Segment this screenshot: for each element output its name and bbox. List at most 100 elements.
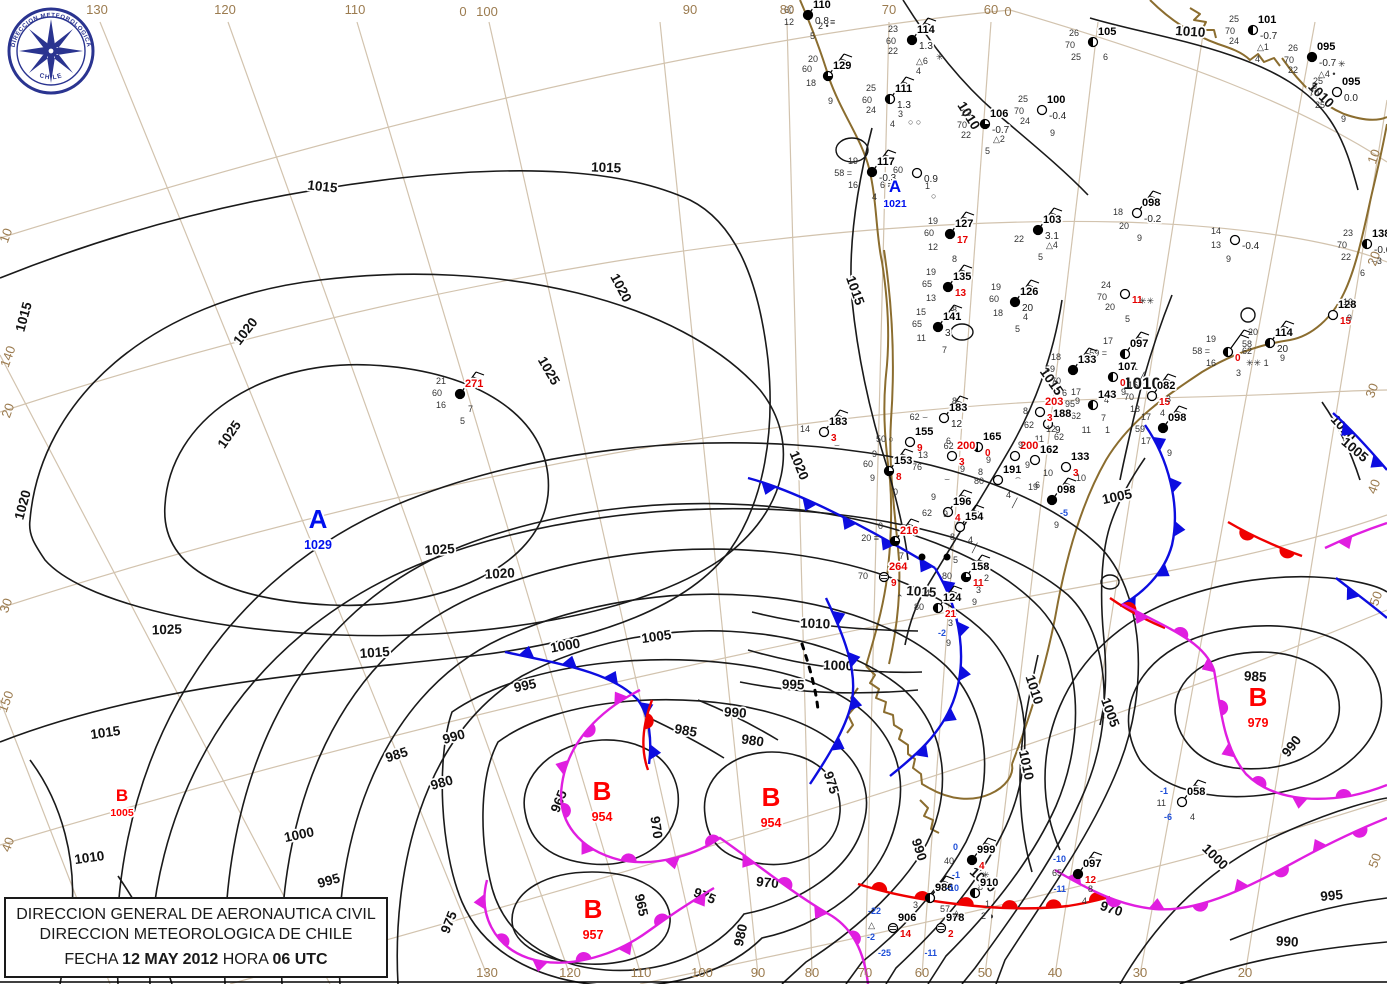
station-half-fill <box>1265 338 1270 348</box>
isobar-label: 1000 <box>283 824 316 845</box>
station-aux-value: 7 <box>942 345 947 355</box>
front-triangle-pip <box>561 655 578 669</box>
chart-title-box: DIRECCION GENERAL DE AERONAUTICA CIVIL D… <box>4 897 388 978</box>
station-value: 0.8 <box>815 16 829 27</box>
station-aux-value: 6 <box>946 436 951 446</box>
grid-coordinate-label: 50 <box>978 965 992 980</box>
front-triangle-pip <box>943 707 957 722</box>
lake-outline <box>1240 307 1256 323</box>
front-triangle-pip <box>1134 610 1149 624</box>
station-code: 117 <box>877 156 895 168</box>
station-aux-value: 20 <box>808 54 818 64</box>
coastline-path <box>1011 123 1387 765</box>
wind-barb-tick <box>1282 325 1292 330</box>
grid-coordinate-label: 40 <box>1364 477 1383 496</box>
station-aux-value: △4 <box>1046 240 1058 250</box>
station-aux-value: △4 • <box>1318 69 1336 79</box>
station-aux-value: -5 <box>1060 508 1068 518</box>
station-aux-value: 76 <box>912 462 922 472</box>
station-code: 106 <box>990 108 1008 120</box>
station-circle <box>1036 104 1048 116</box>
cold-front-path <box>747 476 936 570</box>
isobar-label: 1015 <box>906 583 937 600</box>
grid-coordinate-label: 20 <box>1238 965 1252 980</box>
station-aux-value: 8 <box>952 254 957 264</box>
station-aux-value: 70 <box>1284 55 1294 65</box>
station-aux-value: 8 <box>1023 406 1028 416</box>
station-circle <box>942 506 954 518</box>
station-aux-value: △1 <box>1257 42 1269 52</box>
grid-coordinate-label: 20 <box>0 401 17 420</box>
meridian-line <box>99 21 488 976</box>
station-circle <box>1146 390 1158 402</box>
isobar-path <box>1099 457 1146 726</box>
station-aux-value: 3 <box>1166 394 1171 404</box>
station-code: 127 <box>955 218 973 230</box>
station-code: 098 <box>1168 412 1186 424</box>
station-aux-value: 25 <box>1071 52 1081 62</box>
station-aux-value: △ <box>868 920 875 930</box>
station-aux-value: 60 <box>989 294 999 304</box>
station-aux-value: 13 <box>926 293 936 303</box>
station-aux-value: 7 <box>1101 413 1106 423</box>
station-aux-value: 60 <box>924 228 934 238</box>
front-triangle-pip <box>761 481 777 495</box>
station-plot: 117 -0.3 19 58 = 16 6 ≡≡4 <box>834 149 898 202</box>
front-triangle-pip <box>692 893 706 907</box>
grid-coordinate-label: 110 <box>631 965 652 980</box>
front-semicircle-pip <box>1352 826 1368 838</box>
station-aux-value: 18 <box>806 78 816 88</box>
station-value: 13 <box>955 288 967 299</box>
parallel-line <box>0 514 1387 846</box>
isobar-label: 1000 <box>823 657 854 673</box>
station-plot: 264 9 70 ⌃ <box>858 559 910 603</box>
station-half-fill <box>970 888 975 898</box>
meridian-line <box>659 21 759 976</box>
low-center-letter: B <box>584 894 603 924</box>
station-code: 188 <box>1053 408 1071 420</box>
station-aux-value: 9 <box>943 509 948 519</box>
front-triangle-pip <box>1346 586 1360 601</box>
wind-barb-tick <box>1197 779 1207 784</box>
front-semicircle-pip <box>705 834 720 847</box>
station-aux-value: 9 <box>1025 460 1030 470</box>
graticule-layer <box>0 9 1387 985</box>
wind-barb <box>1230 329 1245 349</box>
station-code: 271 <box>465 378 483 390</box>
meridian-line <box>0 354 331 985</box>
station-half-fill <box>1088 37 1093 47</box>
station-code: 107 <box>1118 361 1136 373</box>
station-code: 196 <box>953 496 971 508</box>
station-circle <box>818 426 830 438</box>
station-aux-value: 9 <box>972 597 977 607</box>
isobar-path <box>850 127 909 561</box>
station-code: 216 <box>900 525 918 537</box>
station-value: -0.7 <box>1260 31 1278 42</box>
isobar-label: 980 <box>740 732 764 750</box>
front-semicircle-pip <box>777 876 793 890</box>
wind-barb-tick <box>1027 284 1037 289</box>
meridian-line <box>356 21 642 976</box>
station-aux-value: 2 <box>984 573 989 583</box>
wind-barb <box>950 489 965 509</box>
station-aux-value: 11 <box>1082 425 1091 435</box>
isobar-path <box>28 273 785 637</box>
isobar-path <box>149 507 1105 985</box>
station-aux-value: 65 <box>1052 868 1062 878</box>
front-triangle-pip <box>814 905 828 919</box>
grid-coordinate-label: 110 <box>345 2 366 17</box>
coastline-path <box>1281 57 1387 121</box>
station-aux-value: 9 <box>1121 387 1126 397</box>
center-pressure-value: 1029 <box>304 538 332 552</box>
station-circle <box>1229 234 1241 246</box>
station-code: 129 <box>833 60 851 72</box>
station-code: 097 <box>1083 858 1101 870</box>
front-triangle-pip <box>1291 796 1308 809</box>
wind-barb <box>874 149 889 169</box>
station-aux-value: -10 <box>1053 854 1066 864</box>
wind-barb-tick <box>887 149 897 154</box>
station-aux-value: 18 <box>1051 352 1061 362</box>
isobar-label: 965 <box>632 892 651 918</box>
station-half-fill <box>1362 239 1367 249</box>
